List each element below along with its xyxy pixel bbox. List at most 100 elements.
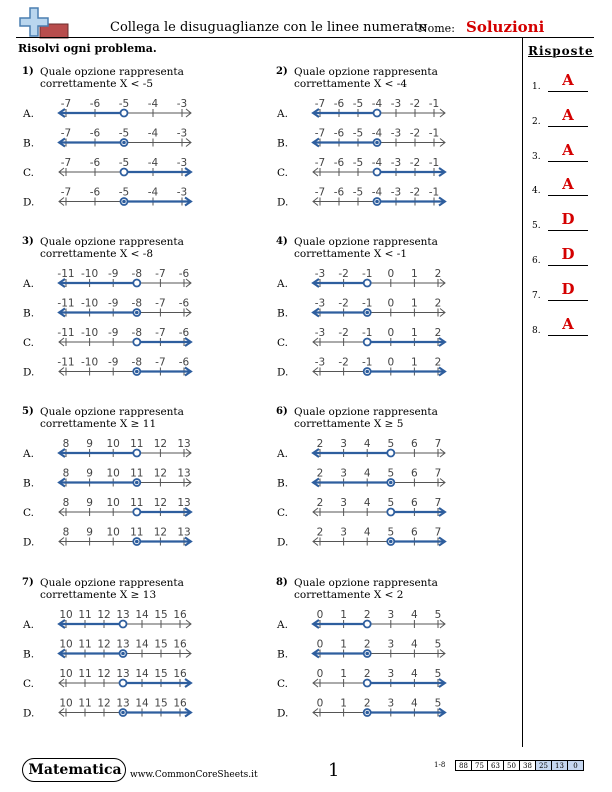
tick-label: 3 (387, 639, 394, 651)
tick-label: -3 (315, 298, 325, 310)
tick-label: -1 (429, 187, 439, 199)
tick-label: -4 (372, 187, 383, 199)
number-line-option: A. -11 -10 -9 -8 -7 -6 (22, 268, 192, 290)
tick-label: -7 (61, 157, 71, 169)
option-label: C. (277, 678, 288, 690)
option-label: D. (277, 367, 288, 379)
tick-label: -8 (132, 327, 142, 339)
tick-label: 6 (411, 497, 418, 509)
tick-label: -11 (57, 327, 74, 339)
tick-label: 4 (411, 698, 418, 710)
tick-label: 13 (116, 698, 129, 710)
answer-line (548, 253, 588, 266)
tick-label: 2 (364, 609, 371, 621)
header-divider (16, 37, 594, 38)
axis-arrow-right-icon (185, 138, 192, 147)
problem-text: Quale opzione rappresenta correttamente … (294, 406, 438, 430)
tick-label: -6 (179, 298, 190, 310)
score-cell: 25 (535, 760, 552, 771)
tick-label: -6 (334, 187, 345, 199)
ray-arrow-right-icon (184, 678, 193, 688)
tick-label: 2 (435, 298, 442, 310)
tick-label: 2 (435, 327, 442, 339)
option-label: A. (22, 108, 34, 120)
closed-dot-center (365, 651, 370, 656)
tick-label: 13 (177, 497, 190, 509)
open-dot-icon (372, 108, 382, 118)
closed-dot-center (375, 140, 379, 145)
tick-label: 0 (317, 698, 324, 710)
ray-arrow-left-icon (57, 619, 66, 629)
tick-label: 15 (154, 639, 167, 651)
tick-label: -3 (315, 327, 325, 339)
ray-arrow-left-icon (311, 448, 320, 458)
tick-label: 4 (411, 609, 418, 621)
tick-label: -3 (391, 128, 401, 140)
tick-label: -9 (108, 327, 118, 339)
tick-label: 11 (78, 668, 91, 680)
tick-label: 12 (154, 497, 167, 509)
tick-label: 12 (154, 468, 167, 480)
tick-label: 8 (63, 497, 70, 509)
number-line-option: C. 8 9 10 11 12 13 (23, 497, 193, 519)
axis-arrow-left-icon (312, 507, 319, 517)
number-line-option: C. -3 -2 -1 0 1 2 (277, 327, 447, 349)
tick-label: 6 (411, 438, 418, 450)
number-line-option: A. -3 -2 -1 0 1 2 (276, 268, 446, 290)
problem-number: 7) (22, 577, 34, 588)
open-dot-icon (119, 167, 129, 177)
option-label: C. (277, 507, 288, 519)
axis-arrow-right-icon (439, 478, 446, 487)
tick-label: 1 (340, 698, 347, 710)
name-value: Soluzioni (466, 18, 545, 36)
ray-arrow-right-icon (184, 536, 193, 547)
answer-number: 8. (532, 325, 541, 336)
tick-label: 2 (435, 268, 442, 280)
axis-arrow-left-icon (58, 678, 65, 688)
tick-label: -4 (148, 157, 159, 169)
tick-label: -4 (148, 128, 159, 140)
axis-arrow-left-icon (58, 367, 65, 376)
tick-label: 12 (97, 639, 110, 651)
tick-label: 2 (317, 497, 324, 509)
tick-label: 0 (387, 298, 394, 310)
number-line-option: D. -11 -10 -9 -8 -7 -6 (23, 357, 193, 379)
tick-label: -10 (81, 298, 98, 310)
tick-label: -3 (391, 98, 401, 110)
problem-text: Quale opzione rappresenta correttamente … (40, 406, 184, 430)
ray-arrow-right-icon (184, 337, 193, 347)
tick-label: 9 (86, 497, 93, 509)
number-line-option: A. 10 11 12 13 14 15 16 (22, 609, 192, 631)
tick-label: -1 (362, 268, 372, 280)
score-cell: 50 (503, 760, 520, 771)
answer-line (548, 183, 588, 197)
score-cell: 63 (487, 760, 504, 771)
number-line-option: A. 8 9 10 11 12 13 (22, 438, 192, 460)
tick-label: 5 (387, 497, 394, 509)
answer-value: A (562, 314, 574, 333)
axis-arrow-left-icon (312, 197, 319, 206)
ray-arrow-right-icon (438, 678, 447, 688)
problem-number: 8) (276, 577, 288, 588)
tick-label: 7 (435, 468, 442, 480)
closed-dot-center (121, 710, 125, 715)
option-label: C. (277, 167, 288, 179)
tick-label: -1 (429, 128, 439, 140)
tick-label: -3 (315, 268, 325, 280)
answers-title: Risposte (528, 44, 594, 58)
closed-dot-center (389, 480, 393, 485)
axis-arrow-right-icon (439, 649, 446, 658)
score-cell: 38 (519, 760, 536, 771)
tick-label: 1 (411, 268, 418, 280)
axis-arrow-right-icon (185, 308, 192, 317)
ray-arrow-right-icon (438, 366, 447, 377)
ray-arrow-left-icon (57, 137, 66, 148)
tick-label: -6 (334, 128, 345, 140)
tick-label: 3 (387, 609, 394, 621)
tick-label: 7 (435, 438, 442, 450)
tick-label: 11 (78, 639, 91, 651)
tick-label: 10 (59, 639, 72, 651)
option-label: B. (23, 478, 34, 490)
tick-label: -9 (108, 357, 118, 369)
name-label: Nome: (418, 22, 455, 35)
